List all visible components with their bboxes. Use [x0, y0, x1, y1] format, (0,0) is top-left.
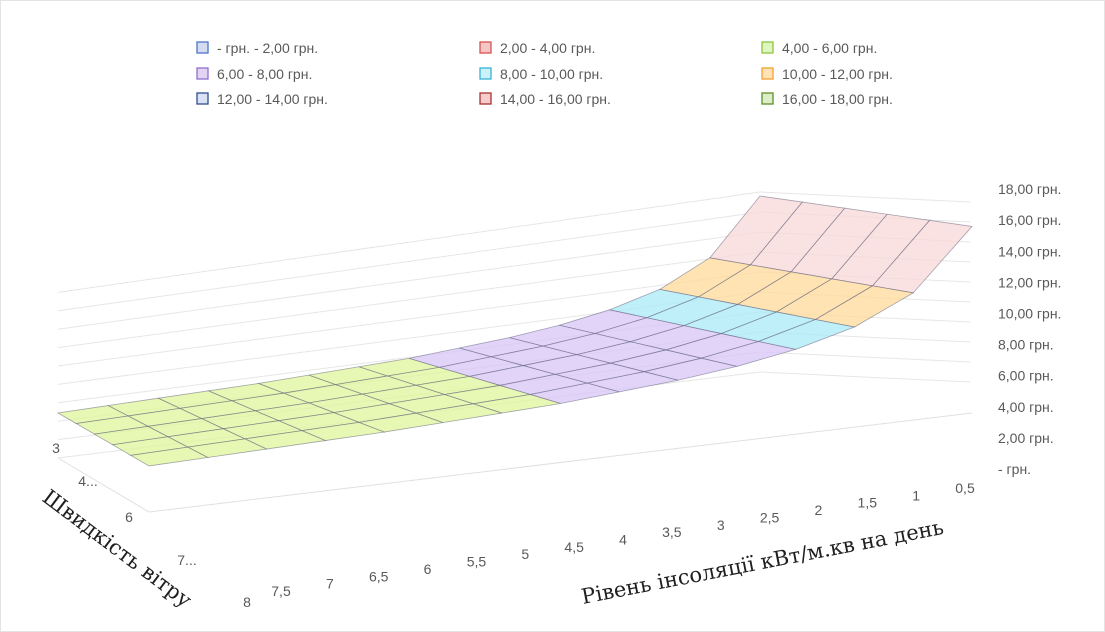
- z-gridline-side: [759, 191, 971, 203]
- legend-swatch: [761, 92, 774, 105]
- z-tick-label: 12,00 грн.: [998, 274, 1061, 290]
- legend-item[interactable]: 14,00 - 16,00 грн.: [479, 91, 611, 107]
- legend-label: - грн. - 2,00 грн.: [217, 40, 318, 56]
- legend-item[interactable]: 16,00 - 18,00 грн.: [761, 91, 893, 107]
- z-gridline: [57, 271, 761, 367]
- legend-swatch: [479, 67, 492, 80]
- legend-swatch: [196, 41, 209, 54]
- z-tick-label: 4,00 грн.: [998, 399, 1054, 415]
- y-tick-label: 3: [52, 440, 60, 456]
- x-tick-label: 3,5: [662, 524, 682, 540]
- x-tick-label: 1,5: [858, 495, 878, 511]
- legend-label: 16,00 - 18,00 грн.: [782, 91, 893, 107]
- z-tick-label: 6,00 грн.: [998, 368, 1054, 384]
- legend-item[interactable]: 6,00 - 8,00 грн.: [196, 66, 312, 82]
- legend-item[interactable]: 4,00 - 6,00 грн.: [761, 40, 877, 56]
- x-tick-label: 6: [424, 561, 432, 577]
- legend-label: 10,00 - 12,00 грн.: [782, 66, 893, 82]
- legend-label: 2,00 - 4,00 грн.: [500, 40, 595, 56]
- surface-cell: [129, 446, 210, 467]
- legend-swatch: [761, 41, 774, 54]
- legend-label: 4,00 - 6,00 грн.: [782, 40, 877, 56]
- z-tick-label: 2,00 грн.: [998, 430, 1054, 446]
- legend-swatch: [479, 92, 492, 105]
- z-gridline: [57, 231, 761, 330]
- x-tick-label: 7,5: [271, 583, 291, 599]
- legend-label: 6,00 - 8,00 грн.: [217, 66, 312, 82]
- legend: - грн. - 2,00 грн. 2,00 - 4,00 грн. 4,00 -…: [196, 40, 893, 107]
- legend-item[interactable]: - грн. - 2,00 грн.: [196, 40, 318, 56]
- z-gridline: [57, 211, 761, 312]
- x-axis-title: Рівень інсоляції кВт/м.кв на день: [579, 515, 945, 609]
- z-gridline-side: [759, 371, 971, 383]
- y-axis-ticks: 3 4... 6 7... 8: [52, 440, 251, 610]
- legend-item[interactable]: 10,00 - 12,00 грн.: [761, 66, 893, 82]
- z-tick-label: 8,00 грн.: [998, 337, 1054, 353]
- z-tick-label: - грн.: [998, 461, 1031, 477]
- legend-swatch: [196, 67, 209, 80]
- x-tick-label: 4,5: [564, 539, 584, 555]
- y-tick-label: 7...: [177, 552, 196, 568]
- x-tick-label: 7: [326, 576, 334, 592]
- y-axis-title: Швидкість вітру: [38, 485, 197, 613]
- z-gridline: [57, 251, 761, 349]
- x-tick-label: 0,5: [955, 480, 975, 496]
- x-tick-label: 3: [717, 517, 725, 533]
- legend-item[interactable]: 8,00 - 10,00 грн.: [479, 66, 603, 82]
- legend-label: 12,00 - 14,00 грн.: [217, 91, 328, 107]
- z-axis-ticks: - грн. 2,00 грн. 4,00 грн. 6,00 грн. 8,00 гр…: [998, 181, 1061, 477]
- x-tick-label: 4: [619, 532, 627, 548]
- x-tick-label: 2,5: [760, 509, 780, 525]
- floor-edge: [57, 412, 973, 513]
- z-tick-label: 16,00 грн.: [998, 212, 1061, 228]
- x-tick-label: 5: [521, 546, 529, 562]
- z-gridline-side: [759, 351, 971, 363]
- legend-label: 14,00 - 16,00 грн.: [500, 91, 611, 107]
- legend-swatch: [479, 41, 492, 54]
- legend-item[interactable]: 12,00 - 14,00 грн.: [196, 91, 328, 107]
- surface-mesh: [56, 195, 973, 467]
- legend-item[interactable]: 2,00 - 4,00 грн.: [479, 40, 595, 56]
- z-gridline: [57, 191, 761, 293]
- x-tick-label: 2: [815, 502, 823, 518]
- y-tick-label: 4...: [78, 473, 97, 489]
- legend-label: 8,00 - 10,00 грн.: [500, 66, 603, 82]
- y-tick-label: 6: [125, 509, 133, 525]
- x-tick-label: 1: [912, 487, 920, 503]
- z-tick-label: 10,00 грн.: [998, 306, 1061, 322]
- legend-swatch: [196, 92, 209, 105]
- x-tick-label: 6,5: [369, 568, 389, 584]
- x-axis-ticks: 0,5 1 1,5 2 2,5 3 3,5 4 4,5 5 5,5 6 6,5 7 7,5: [271, 480, 975, 599]
- legend-swatch: [761, 67, 774, 80]
- z-tick-label: 18,00 грн.: [998, 181, 1061, 197]
- x-tick-label: 5,5: [467, 554, 487, 570]
- y-tick-label: 8: [243, 594, 251, 610]
- z-tick-label: 14,00 грн.: [998, 243, 1061, 259]
